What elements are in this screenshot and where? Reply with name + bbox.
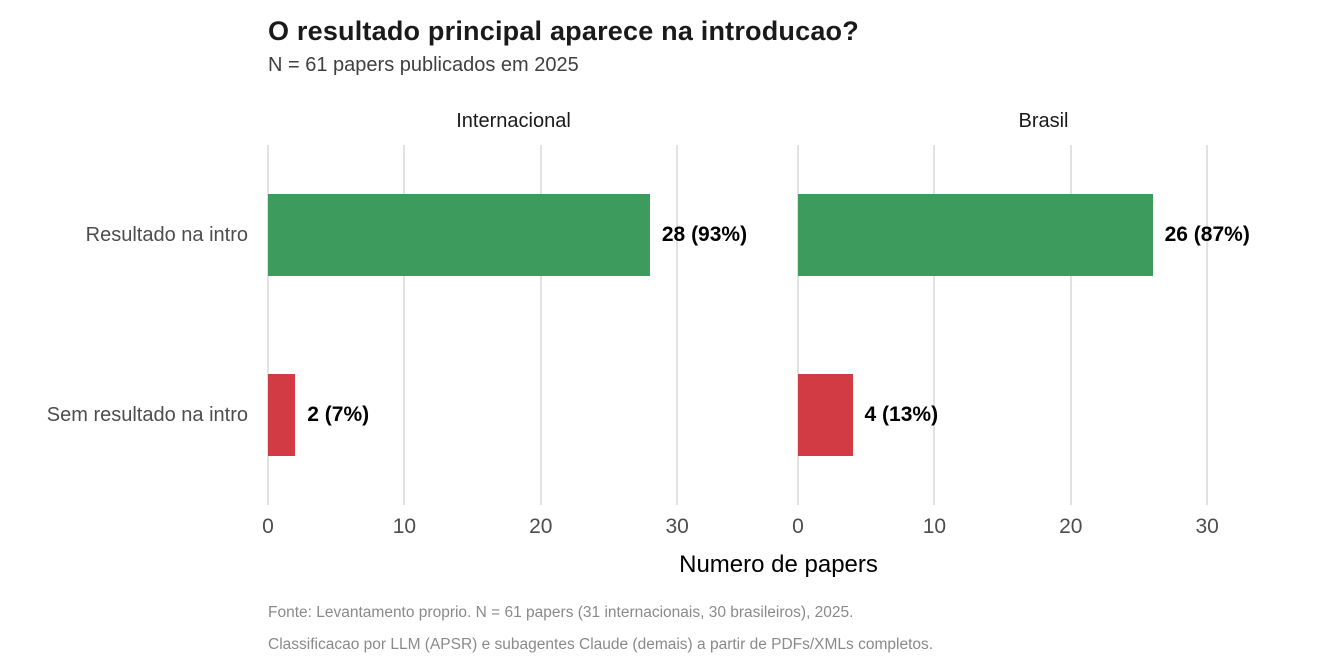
panel-brasil: 26 (87%) 4 (13%)	[797, 145, 1289, 505]
facet-label-brasil: Brasil	[1018, 109, 1069, 132]
panel-internacional: 28 (93%) 2 (7%)	[267, 145, 759, 505]
x-tick-label-20: 20	[1059, 515, 1083, 538]
chart-subtitle: N = 61 papers publicados em 2025	[268, 54, 579, 76]
x-tick-label-20: 20	[529, 515, 553, 538]
gridline-x-10	[403, 145, 406, 505]
caption-line-1: Fonte: Levantamento proprio. N = 61 pape…	[268, 604, 854, 621]
bar-value-label-brasil-sem-resultado-na-intro: 4 (13%)	[864, 403, 939, 426]
bar-row-internacional-sem-resultado-na-intro: 2 (7%)	[268, 325, 759, 505]
bar-row-internacional-resultado-na-intro: 28 (93%)	[268, 145, 759, 325]
x-axis-title: Numero de papers	[679, 551, 878, 578]
x-tick-label-0: 0	[792, 515, 804, 538]
gridline-x-10	[933, 145, 936, 505]
bar-row-brasil-resultado-na-intro: 26 (87%)	[798, 145, 1289, 325]
gridline-x-20	[1069, 145, 1072, 505]
gridline-x-30	[1206, 145, 1209, 505]
facet-label-internacional: Internacional	[456, 109, 571, 132]
caption-line-2: Classificacao por LLM (APSR) e subagente…	[268, 635, 934, 653]
x-tick-label-30: 30	[1195, 515, 1219, 538]
gridline-x-0	[797, 145, 799, 505]
bar-value-label-brasil-resultado-na-intro: 26 (87%)	[1164, 223, 1250, 246]
gridline-x-30	[676, 145, 679, 505]
x-tick-label-10: 10	[392, 515, 417, 538]
x-axis-ticks-internacional: 0 10 20 30	[262, 505, 759, 541]
x-axis-ticks-brasil: 0 10 20 30	[792, 505, 1289, 541]
bar-value-label-internacional-resultado-na-intro: 28 (93%)	[661, 223, 748, 246]
chart-caption: Fonte: Levantamento proprio. N = 61 pape…	[268, 597, 1344, 661]
chart-title: O resultado principal aparece na introdu…	[268, 16, 859, 46]
gridline-x-0	[267, 145, 269, 505]
y-axis-label-sem-resultado: Sem resultado na intro	[46, 403, 248, 426]
bar-brasil-sem-resultado-na-intro	[798, 374, 853, 456]
y-axis-labels: Resultado na intro Sem resultado na intr…	[20, 145, 268, 505]
bar-internacional-sem-resultado-na-intro	[268, 374, 296, 456]
bar-brasil-resultado-na-intro	[798, 194, 1153, 276]
bar-internacional-resultado-na-intro	[268, 194, 650, 276]
faceted-bar-chart: Internacional Brasil Resultado na intro …	[20, 103, 1344, 583]
gridline-x-20	[539, 145, 542, 505]
x-tick-label-10: 10	[922, 515, 947, 538]
bar-value-label-internacional-sem-resultado-na-intro: 2 (7%)	[307, 403, 370, 426]
bar-row-brasil-sem-resultado-na-intro: 4 (13%)	[798, 325, 1289, 505]
x-tick-label-30: 30	[665, 515, 689, 538]
y-axis-label-resultado: Resultado na intro	[85, 223, 248, 246]
x-tick-label-0: 0	[262, 515, 274, 538]
